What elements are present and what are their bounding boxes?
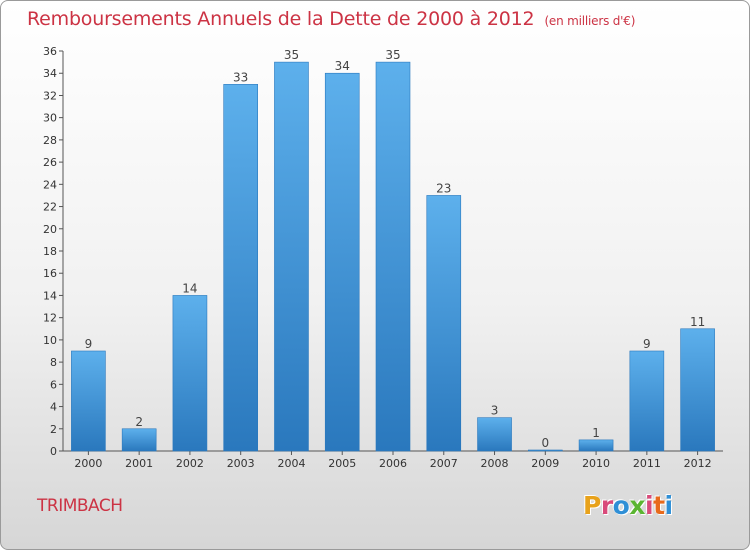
value-label: 9 bbox=[643, 337, 651, 351]
y-tick-label: 2 bbox=[50, 423, 57, 436]
x-tick-label: 2002 bbox=[176, 457, 204, 470]
proxiti-logo: Proxiti bbox=[583, 491, 673, 520]
logo-letter: t bbox=[653, 491, 665, 520]
y-tick-label: 36 bbox=[43, 45, 57, 58]
value-label: 33 bbox=[233, 70, 248, 84]
x-tick-label: 2005 bbox=[328, 457, 356, 470]
value-label: 14 bbox=[182, 281, 197, 295]
x-tick-label: 2010 bbox=[582, 457, 610, 470]
x-tick-label: 2003 bbox=[227, 457, 255, 470]
value-label: 0 bbox=[541, 436, 549, 450]
city-name: TRIMBACH bbox=[37, 496, 123, 516]
y-tick-label: 24 bbox=[43, 178, 57, 191]
logo-letter: i bbox=[664, 491, 674, 520]
x-tick-label: 2008 bbox=[481, 457, 509, 470]
value-label: 9 bbox=[85, 337, 93, 351]
chart-bars bbox=[71, 61, 715, 452]
y-tick-label: 4 bbox=[50, 401, 57, 414]
chart-subtitle: (en milliers d'€) bbox=[544, 14, 636, 28]
y-tick-label: 16 bbox=[43, 267, 57, 280]
y-tick-label: 34 bbox=[43, 67, 57, 80]
bar-2009 bbox=[528, 449, 563, 452]
y-tick-label: 6 bbox=[50, 378, 57, 391]
y-tick-label: 8 bbox=[50, 356, 57, 369]
y-tick-label: 26 bbox=[43, 156, 57, 169]
value-label: 35 bbox=[385, 48, 400, 62]
x-tick-label: 2001 bbox=[125, 457, 153, 470]
y-tick-label: 14 bbox=[43, 289, 57, 302]
logo-letter: o bbox=[612, 491, 630, 520]
y-tick-label: 28 bbox=[43, 134, 57, 147]
logo-letter: P bbox=[583, 491, 601, 520]
chart-title: Remboursements Annuels de la Dette de 20… bbox=[27, 8, 635, 30]
value-label: 3 bbox=[491, 404, 499, 418]
y-tick-label: 12 bbox=[43, 312, 57, 325]
y-tick-label: 0 bbox=[50, 445, 57, 458]
y-tick-label: 10 bbox=[43, 334, 57, 347]
chart-title-text: Remboursements Annuels de la Dette de 20… bbox=[27, 8, 535, 30]
y-tick-label: 22 bbox=[43, 201, 57, 214]
value-label: 2 bbox=[135, 415, 143, 429]
x-tick-label: 2004 bbox=[277, 457, 305, 470]
bar-2003 bbox=[223, 84, 258, 452]
x-tick-label: 2009 bbox=[531, 457, 559, 470]
logo-letter: i bbox=[645, 491, 654, 520]
bar-2005 bbox=[324, 72, 360, 452]
value-label: 23 bbox=[436, 181, 451, 195]
x-tick-label: 2007 bbox=[430, 457, 458, 470]
bar-2006 bbox=[375, 61, 411, 452]
y-tick-label: 30 bbox=[43, 112, 57, 125]
bar-2000 bbox=[71, 350, 106, 452]
bar-2007 bbox=[426, 195, 462, 452]
value-label: 1 bbox=[592, 426, 600, 440]
x-tick-label: 2006 bbox=[379, 457, 407, 470]
bar-2008 bbox=[477, 417, 512, 452]
bar-2010 bbox=[578, 439, 614, 452]
bar-2012 bbox=[680, 328, 715, 452]
bar-2011 bbox=[629, 350, 665, 452]
logo-letter: x bbox=[629, 491, 645, 520]
y-tick-label: 20 bbox=[43, 223, 57, 236]
logo-letter: r bbox=[600, 491, 613, 520]
value-label: 11 bbox=[690, 315, 705, 329]
x-tick-label: 2012 bbox=[684, 457, 712, 470]
y-tick-label: 18 bbox=[43, 245, 57, 258]
value-label: 35 bbox=[284, 48, 299, 62]
bar-2004 bbox=[274, 61, 309, 452]
x-tick-label: 2000 bbox=[74, 457, 102, 470]
bar-2002 bbox=[172, 295, 208, 452]
chart-labels: 2000 9 2001 2 2002 14 2003 33 2004 35 2005 34 2006 35… bbox=[74, 48, 711, 470]
y-tick-label: 32 bbox=[43, 89, 57, 102]
x-tick-label: 2011 bbox=[633, 457, 661, 470]
bar-2001 bbox=[121, 428, 157, 452]
value-label: 34 bbox=[335, 59, 350, 73]
